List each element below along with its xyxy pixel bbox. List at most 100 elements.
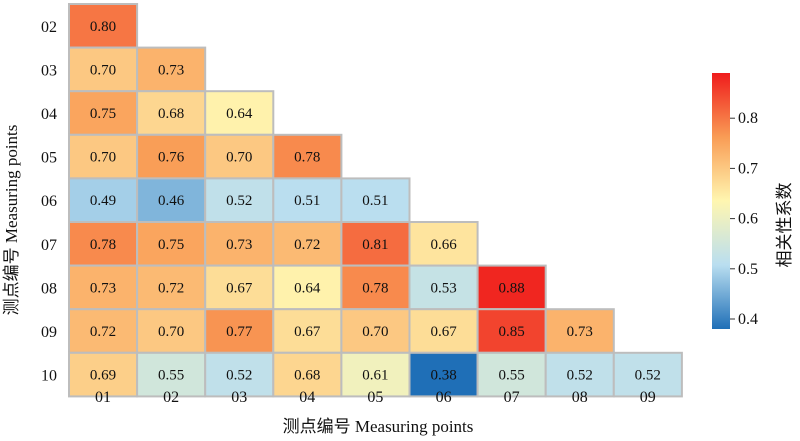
y-axis-tick-label: 07	[41, 237, 57, 254]
heatmap-cell-value: 0.52	[226, 368, 252, 384]
heatmap-cell-value: 0.75	[158, 237, 184, 253]
heatmap-cell-value: 0.78	[294, 150, 320, 166]
heatmap-cell-value: 0.53	[430, 280, 456, 296]
heatmap-cell	[408, 351, 479, 398]
heatmap-cell-value: 0.77	[226, 324, 253, 340]
heatmap-cell-value: 0.80	[90, 19, 116, 35]
heatmap-cell-value: 0.72	[294, 237, 320, 253]
heatmap-cell	[544, 308, 615, 354]
heatmap-cell-value: 0.72	[158, 280, 184, 296]
heatmap-cell	[340, 351, 411, 398]
x-axis-tick-label: 08	[572, 389, 588, 406]
heatmap-cell-value: 0.64	[294, 280, 321, 296]
heatmap-value-labels: 0.80 0.70 0.73 0.75 0.68 0.64 0.70 0.76 0.70 0.78…	[90, 19, 661, 384]
heatmap-cell-value: 0.85	[498, 324, 524, 340]
heatmap-cell-value: 0.67	[430, 324, 457, 340]
colorbar-gradient	[712, 73, 730, 329]
heatmap-cell	[272, 133, 343, 180]
heatmap-cell-value: 0.52	[567, 368, 593, 384]
heatmap-cell	[68, 264, 139, 311]
heatmap-cell-value: 0.73	[567, 324, 593, 340]
heatmap-cell	[408, 264, 479, 311]
y-axis-tick-label: 03	[41, 62, 57, 79]
colorbar-tick-label: 0.7	[738, 160, 758, 177]
heatmap-cell	[340, 221, 411, 267]
y-axis-tick-label: 10	[41, 368, 57, 385]
x-axis-title: 测点编号 Measuring points	[283, 417, 474, 436]
heatmap-cell-value: 0.61	[362, 368, 388, 384]
y-axis-tick-label: 05	[41, 150, 57, 167]
heatmap-cell-value: 0.64	[226, 106, 253, 122]
heatmap-cell-value: 0.70	[362, 324, 388, 340]
y-axis-title: 测点编号 Measuring points	[2, 125, 21, 316]
heatmap-cell	[612, 351, 683, 398]
heatmap-cell-value: 0.46	[158, 193, 185, 209]
heatmap-cell-value: 0.51	[362, 193, 388, 209]
heatmap-cell	[68, 351, 139, 398]
heatmap-cell-value: 0.70	[90, 150, 116, 166]
heatmap-cell	[204, 90, 275, 136]
heatmap-cell-value: 0.66	[430, 237, 457, 253]
heatmap-cell-value: 0.73	[90, 280, 116, 296]
x-axis-tick-label: 02	[163, 389, 179, 406]
heatmap-cell-value: 0.81	[362, 237, 388, 253]
heatmap-cell-value: 0.73	[158, 62, 184, 78]
heatmap-cell	[136, 221, 207, 267]
heatmap-cell-value: 0.70	[226, 150, 252, 166]
heatmap-cell	[68, 221, 139, 267]
x-axis-tick-label: 09	[640, 389, 656, 406]
heatmap-cell	[136, 133, 207, 180]
y-axis-tick-label: 04	[41, 106, 57, 123]
x-axis-tick-labels: 01 02 03 04 05 06 07 08 09	[95, 389, 656, 406]
colorbar: 0.4 0.5 0.6 0.7 0.8 相关性系数	[712, 73, 794, 329]
x-axis-tick-label: 07	[504, 389, 520, 406]
heatmap-cell-value: 0.51	[294, 193, 320, 209]
heatmap-cell-value: 0.76	[158, 150, 185, 166]
colorbar-tick-label: 0.8	[738, 110, 758, 127]
y-axis-tick-label: 08	[41, 280, 57, 297]
heatmap-cell-value: 0.72	[90, 324, 116, 340]
heatmap-cell-value: 0.68	[158, 106, 184, 122]
heatmap-cell-value: 0.70	[90, 62, 116, 78]
x-axis-tick-label: 03	[231, 389, 247, 406]
y-axis-tick-label: 09	[41, 324, 57, 341]
x-axis-tick-label: 01	[95, 389, 111, 406]
heatmap-cell-value: 0.73	[226, 237, 252, 253]
heatmap-cell-value: 0.69	[90, 368, 116, 384]
colorbar-tick-label: 0.6	[738, 211, 758, 228]
heatmap-cell-value: 0.55	[158, 368, 184, 384]
heatmap-cell-value: 0.67	[226, 280, 253, 296]
heatmap-cell-value: 0.78	[90, 237, 116, 253]
heatmap-cell-value: 0.52	[226, 193, 252, 209]
heatmap-cell	[136, 351, 207, 398]
heatmap-cell	[68, 308, 139, 354]
x-axis-tick-label: 06	[436, 389, 452, 406]
y-axis-tick-label: 02	[41, 19, 57, 36]
heatmap-cell-value: 0.68	[294, 368, 320, 384]
heatmap-cell-value: 0.52	[635, 368, 661, 384]
heatmap-cell-value: 0.70	[158, 324, 184, 340]
heatmap-cell-value: 0.75	[90, 106, 116, 122]
heatmap-cell	[272, 351, 343, 398]
heatmap-cell	[408, 221, 479, 267]
heatmap-cell	[136, 264, 207, 311]
heatmap-cell	[272, 221, 343, 267]
x-axis-tick-label: 05	[367, 389, 383, 406]
heatmap-cell-value: 0.67	[294, 324, 321, 340]
colorbar-tick-label: 0.4	[738, 311, 758, 328]
colorbar-ticks: 0.4 0.5 0.6 0.7 0.8	[730, 110, 758, 328]
heatmap-cells	[68, 3, 683, 398]
heatmap-cell-value: 0.88	[498, 280, 524, 296]
heatmap-cell-value: 0.38	[430, 368, 456, 384]
y-axis-tick-label: 06	[41, 193, 57, 210]
heatmap-cell	[136, 177, 207, 223]
y-axis-tick-labels: 02 03 04 05 06 07 08 09 10	[41, 19, 57, 385]
heatmap-cell	[68, 3, 139, 49]
heatmap-cell-value: 0.78	[362, 280, 388, 296]
x-axis-tick-label: 04	[299, 389, 315, 406]
heatmap-cell	[204, 308, 275, 354]
colorbar-tick-label: 0.5	[738, 261, 758, 278]
colorbar-title: 相关性系数	[775, 183, 794, 268]
heatmap-cell-value: 0.49	[90, 193, 116, 209]
